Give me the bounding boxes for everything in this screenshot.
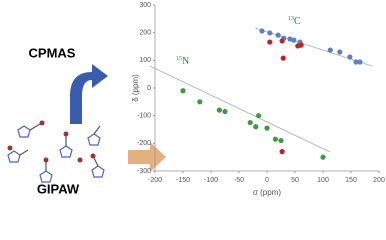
y-tick-label: 100: [139, 57, 151, 64]
x-tick-label: -150: [176, 177, 190, 184]
x-tick-label: -200: [148, 177, 162, 184]
molecules: [7, 120, 105, 183]
point: [180, 88, 186, 94]
y-tick-label: -200: [137, 140, 151, 147]
point: [256, 113, 262, 119]
annotation-text: N: [182, 56, 189, 67]
point: [267, 39, 273, 45]
point: [272, 136, 278, 142]
point: [275, 32, 281, 38]
annotation-text: C: [294, 16, 301, 27]
point: [337, 49, 343, 55]
x-tick-label: -50: [234, 177, 244, 184]
cpmas-label: CPMAS: [29, 45, 76, 60]
point: [279, 38, 285, 44]
annotation: 15N: [176, 56, 189, 67]
arrow-up: [70, 64, 108, 124]
x-tick-label: 0: [265, 177, 269, 184]
x-tick-label: -100: [204, 177, 218, 184]
point: [253, 124, 259, 130]
x-tick-label: 50: [291, 177, 299, 184]
point: [353, 59, 359, 65]
annotation-sup: 15: [176, 56, 182, 62]
y-tick-label: 300: [139, 2, 151, 9]
annotation-sup: 13: [288, 16, 294, 22]
point: [320, 154, 326, 160]
figure: CPMAS GIPAW σ (ppm) δ (ppm) -300 -200 -100…: [7, 2, 385, 197]
point: [264, 125, 270, 131]
point: [280, 55, 286, 61]
point: [327, 47, 333, 53]
point: [279, 149, 285, 155]
y-tick-label: 0: [147, 85, 151, 92]
point: [259, 28, 265, 34]
point: [216, 107, 222, 113]
point: [267, 30, 273, 36]
point: [287, 36, 293, 42]
point: [278, 137, 284, 144]
point: [291, 37, 297, 43]
trend-line: [254, 27, 373, 67]
gipaw-label: GIPAW: [37, 181, 80, 196]
point: [357, 59, 363, 65]
point: [222, 108, 228, 115]
point: [247, 119, 253, 126]
y-tick-label: -100: [137, 113, 151, 120]
x-tick-label: 200: [373, 177, 385, 184]
y-tick-label: -300: [137, 168, 151, 175]
annotation: 13C: [288, 16, 301, 27]
trend-line: [149, 65, 331, 153]
x-tick-label: 150: [345, 177, 357, 184]
point: [347, 54, 353, 60]
x-axis-title: σ (ppm): [253, 188, 281, 197]
y-axis-title: δ (ppm): [131, 74, 140, 102]
x-tick-label: 100: [317, 177, 329, 184]
point: [298, 42, 304, 48]
point: [197, 99, 203, 105]
y-tick-label: 200: [139, 30, 151, 37]
arrow-right: [128, 142, 166, 172]
